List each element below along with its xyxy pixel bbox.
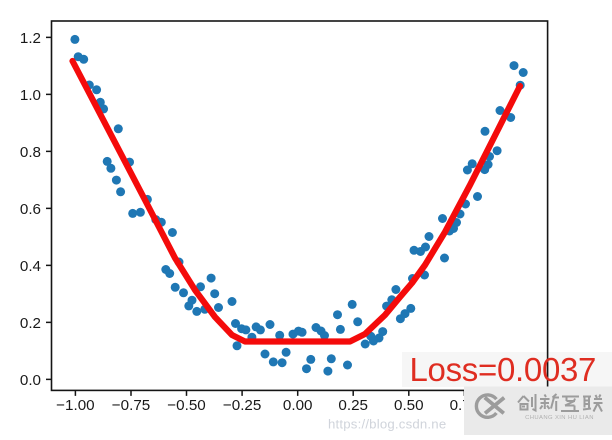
svg-text:https://blog.csdn.ne: https://blog.csdn.ne — [328, 417, 446, 432]
svg-text:−0.50: −0.50 — [167, 397, 205, 414]
svg-text:0.25: 0.25 — [338, 397, 368, 414]
svg-text:1.0: 1.0 — [20, 87, 41, 104]
svg-text:−0.75: −0.75 — [112, 397, 150, 414]
svg-text:0.4: 0.4 — [20, 258, 41, 275]
svg-text:1.2: 1.2 — [20, 30, 41, 47]
svg-text:0.6: 0.6 — [20, 201, 41, 218]
svg-text:CHUANG XIN HU LIAN: CHUANG XIN HU LIAN — [525, 415, 594, 421]
svg-text:0.2: 0.2 — [20, 315, 41, 332]
svg-text:0.0: 0.0 — [20, 372, 41, 389]
svg-text:0.8: 0.8 — [20, 144, 41, 161]
svg-text:−1.00: −1.00 — [56, 397, 94, 414]
svg-text:Loss=0.0037: Loss=0.0037 — [410, 351, 597, 388]
svg-text:0.00: 0.00 — [283, 397, 313, 414]
svg-text:0.50: 0.50 — [394, 397, 424, 414]
svg-text:−0.25: −0.25 — [223, 397, 261, 414]
